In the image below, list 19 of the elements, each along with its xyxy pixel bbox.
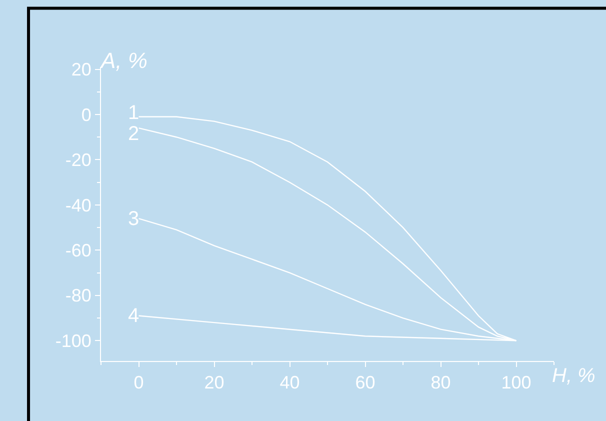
annotation: 2: [128, 123, 140, 145]
y-tick-label: -80: [65, 286, 92, 306]
x-tick-label: 80: [430, 372, 451, 393]
x-tick-label: 60: [355, 372, 376, 393]
y-tick-label: -40: [65, 195, 92, 216]
x-axis-title: H, %: [552, 365, 596, 387]
y-axis-title: A, %: [99, 48, 148, 73]
x-tick-label: 40: [280, 372, 300, 393]
annotation: 1: [128, 102, 140, 124]
annotation: 3: [128, 208, 140, 230]
y-tick-label: -100: [55, 330, 92, 351]
y-tick-label: -60: [65, 240, 92, 260]
x-tick-label: 100: [501, 372, 532, 393]
y-tick-label: -20: [65, 150, 92, 170]
annotation: 4: [128, 305, 140, 327]
x-tick-label: 20: [204, 372, 224, 393]
x-tick-label: 0: [134, 372, 144, 393]
y-tick-label: 0: [81, 104, 92, 125]
y-tick-label: 20: [71, 60, 92, 80]
